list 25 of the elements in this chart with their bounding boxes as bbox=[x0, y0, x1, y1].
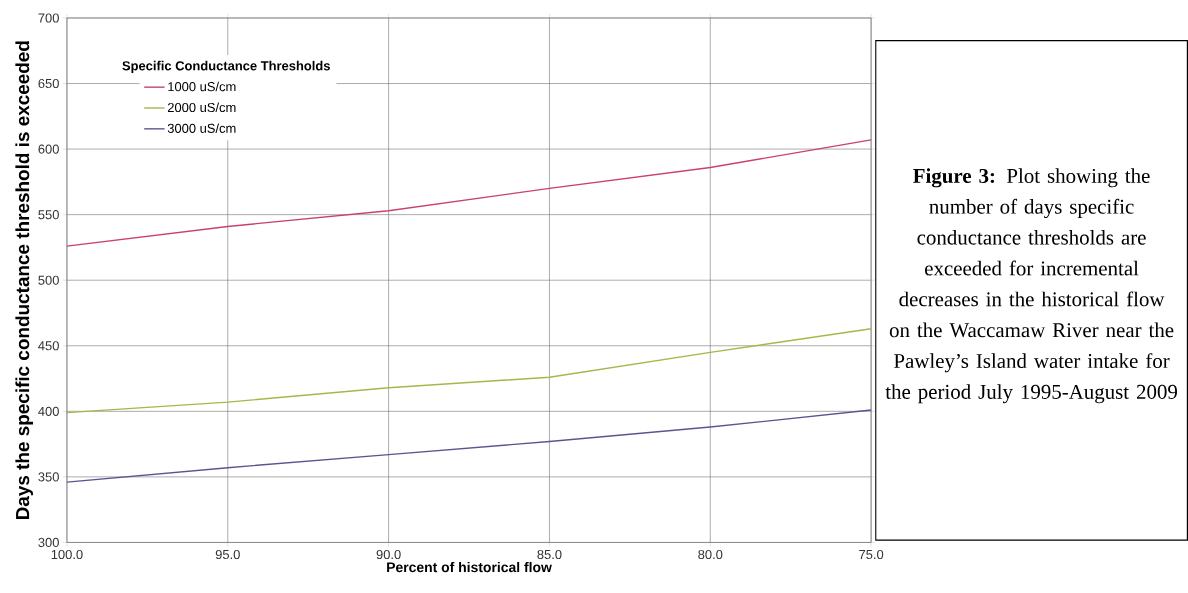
x-axis-title: Percent of historical flow bbox=[387, 561, 552, 572]
y-axis-title: Days the specific conductance threshold is exceeded bbox=[15, 41, 33, 519]
y-tick-label: 450 bbox=[38, 341, 59, 351]
line-series bbox=[66, 409, 872, 483]
y-tick-label: 400 bbox=[38, 406, 59, 416]
legend-title: Specific Conductance Thresholds bbox=[122, 60, 330, 73]
x-tick-label: 100.0 bbox=[51, 549, 83, 559]
x-tick-label: 80.0 bbox=[698, 549, 723, 559]
y-tick-label: 550 bbox=[38, 209, 59, 220]
text: Figure 3: Plot showing the number of days specific conductance thresholds are exceeded for incremental decreases in the historical flow on the Waccamaw River near the Pawley’s Island water intake for the period July 1995-August 2009 bbox=[885, 168, 1177, 404]
line-series bbox=[66, 139, 872, 247]
line-series bbox=[66, 327, 872, 414]
y-tick-label: 700 bbox=[38, 13, 59, 23]
x-tick-label: 90.0 bbox=[376, 549, 401, 559]
y-tick-label: 350 bbox=[38, 472, 59, 482]
x-tick-label: 85.0 bbox=[537, 549, 562, 559]
y-tick-label: 300 bbox=[38, 537, 59, 547]
legend-label: 3000 uS/cm bbox=[167, 123, 236, 133]
y-tick-label: 500 bbox=[38, 275, 59, 285]
x-tick-label: 95.0 bbox=[215, 549, 240, 559]
legend-label: 2000 uS/cm bbox=[167, 102, 236, 112]
y-tick-label: 650 bbox=[38, 78, 59, 88]
y-tick-label: 600 bbox=[38, 144, 59, 154]
x-tick-label: 75.0 bbox=[859, 549, 884, 559]
legend-label: 1000 uS/cm bbox=[168, 81, 236, 92]
